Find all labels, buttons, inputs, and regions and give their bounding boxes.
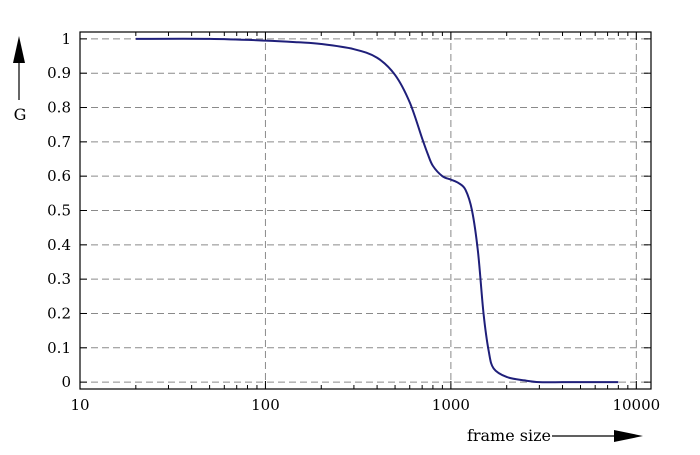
x-tick-label: 100 [251,396,280,414]
y-tick-label: 0.2 [47,304,71,322]
y-tick-label: 0.9 [47,64,71,82]
x-axis-label: frame size [467,426,551,445]
series-line [135,37,619,384]
y-tick-label: 0.7 [47,133,71,151]
y-tick-label: 0.3 [47,270,71,288]
plot-area [135,37,619,384]
y-tick-label: 0 [61,373,71,391]
y-tick-label: 0.8 [47,99,71,117]
grid-lines [80,32,651,389]
y-tick-label: 1 [61,30,71,48]
y-axis-arrow [13,36,25,100]
x-tick-label: 10000 [612,396,660,414]
ticks [79,32,651,389]
x-axis-arrow [552,430,643,442]
y-tick-label: 0.1 [47,339,71,357]
y-tick-label: 0.6 [47,167,71,185]
x-tick-label: 10 [70,396,89,414]
tick-labels: 0 0.1 0.2 0.3 0.4 0.5 0.6 0.7 0.8 0.9 1 10 100 1000 10… [47,30,660,414]
y-tick-label: 0.5 [47,202,71,220]
x-tick-label: 1000 [432,396,470,414]
y-axis-label: G [14,105,27,124]
y-tick-label: 0.4 [47,236,71,254]
